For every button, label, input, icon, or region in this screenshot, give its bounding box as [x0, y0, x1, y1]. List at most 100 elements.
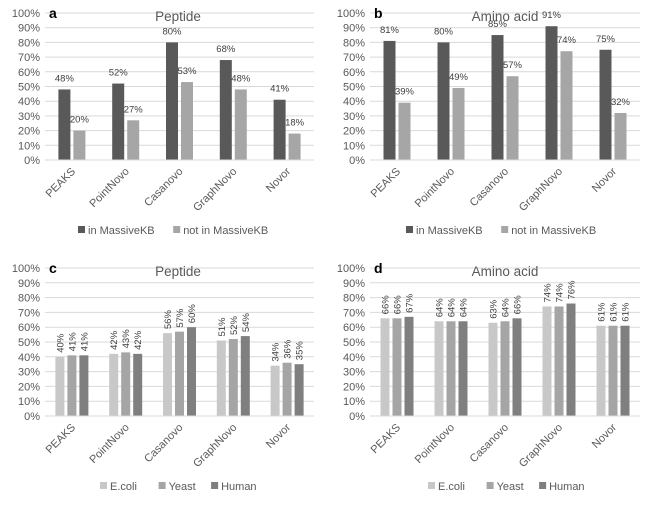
panel-letter: d [374, 260, 383, 276]
data-label: 74% [557, 35, 577, 46]
x-tick-label: PEAKS [44, 422, 78, 456]
chart-panel-d: 0% 10% 20% 30% 40% 50% 60% 70% 80% 90% 100% d Amino … [337, 260, 640, 493]
bar [392, 318, 402, 416]
legend: E.coli Yeast Human [100, 481, 257, 493]
bar [58, 89, 71, 160]
bar [133, 353, 143, 416]
legend-label: not in MassiveKB [183, 225, 268, 237]
data-label: 51% [217, 317, 228, 337]
bar [282, 362, 292, 416]
legend-label: Human [549, 481, 584, 493]
y-tick-label: 40% [343, 352, 365, 364]
data-label: 67% [405, 293, 416, 313]
legend-swatch [211, 482, 219, 489]
data-label: 57% [175, 308, 186, 328]
data-label: 52% [229, 315, 240, 335]
y-tick-label: 30% [343, 367, 365, 379]
x-tick-label: Casanovo [468, 166, 512, 210]
y-tick-label: 50% [18, 337, 40, 349]
data-label: 36% [283, 339, 294, 359]
legend-swatch [539, 482, 547, 489]
data-label: 32% [611, 97, 631, 108]
legend-swatch [501, 226, 509, 233]
bar [512, 318, 522, 416]
bar [234, 89, 247, 160]
y-tick-label: 50% [343, 337, 365, 349]
bar [542, 306, 552, 416]
chart-panel-b: 0% 10% 20% 30% 40% 50% 60% 70% 80% 90% 100% b Amino … [337, 5, 640, 237]
y-tick-label: 10% [343, 140, 365, 152]
y-tick-label: 30% [343, 111, 365, 123]
bar [79, 355, 89, 416]
y-tick-label: 90% [343, 23, 365, 35]
bar [228, 339, 238, 416]
chart-title: Amino acid [472, 9, 539, 24]
bar [599, 49, 612, 160]
data-label: 64% [501, 298, 512, 318]
y-tick-label: 20% [18, 381, 40, 393]
data-label: 20% [70, 115, 90, 126]
data-label: 75% [596, 34, 616, 45]
data-label: 85% [488, 19, 508, 30]
data-label: 42% [109, 330, 120, 350]
x-tick-label: GraphNovo [191, 166, 239, 214]
legend-swatch [428, 482, 435, 489]
y-tick-label: 70% [18, 307, 40, 319]
bar [620, 325, 630, 416]
bar [288, 133, 301, 160]
x-tick-label: PointNovo [413, 166, 457, 210]
y-tick-label: 80% [18, 293, 40, 305]
legend-label: E.coli [110, 481, 137, 493]
data-label: 35% [295, 341, 306, 361]
data-label: 61% [621, 302, 632, 322]
y-tick-label: 100% [337, 263, 365, 275]
data-label: 48% [55, 73, 75, 84]
y-tick-label: 0% [24, 155, 40, 167]
legend-swatch [486, 482, 494, 489]
y-tick-label: 20% [343, 126, 365, 138]
bar [127, 120, 140, 160]
data-label: 43% [121, 329, 132, 349]
y-tick-label: 30% [18, 367, 40, 379]
data-label: 81% [380, 25, 400, 36]
data-label: 63% [489, 299, 500, 319]
y-tick-label: 10% [18, 396, 40, 408]
data-label: 66% [393, 295, 404, 315]
panel-letter: c [49, 260, 57, 276]
bar [434, 321, 444, 416]
y-tick-label: 40% [343, 96, 365, 108]
data-label: 18% [285, 118, 305, 129]
legend-label: not in MassiveKB [511, 225, 596, 237]
data-label: 48% [231, 73, 251, 84]
x-tick-label: PEAKS [369, 422, 403, 456]
bar [458, 321, 468, 416]
chart-title: Peptide [155, 264, 201, 279]
bar [545, 26, 558, 161]
data-label: 42% [133, 330, 144, 350]
y-tick-label: 90% [343, 278, 365, 290]
data-label: 34% [271, 342, 282, 362]
bar [175, 331, 184, 416]
bar [112, 83, 125, 160]
y-tick-label: 0% [349, 155, 365, 167]
data-label: 56% [163, 310, 174, 330]
panel-letter: b [374, 5, 383, 21]
bar [67, 355, 77, 416]
bar [219, 60, 232, 160]
data-label: 64% [447, 298, 458, 318]
x-tick-label: PEAKS [44, 166, 78, 200]
x-tick-label: PointNovo [87, 422, 131, 466]
legend-label: in MassiveKB [88, 225, 155, 237]
bar [608, 325, 618, 416]
bar [437, 42, 450, 160]
bar [446, 321, 456, 416]
legend: in MassiveKB not in MassiveKB [78, 225, 268, 237]
legend-swatch [173, 226, 181, 233]
bar [560, 51, 573, 160]
x-tick-label: Novor [264, 421, 293, 450]
x-tick-label: GraphNovo [517, 166, 565, 214]
bar [554, 306, 564, 416]
data-label: 61% [597, 302, 608, 322]
y-tick-label: 50% [343, 82, 365, 94]
bar [506, 76, 519, 160]
